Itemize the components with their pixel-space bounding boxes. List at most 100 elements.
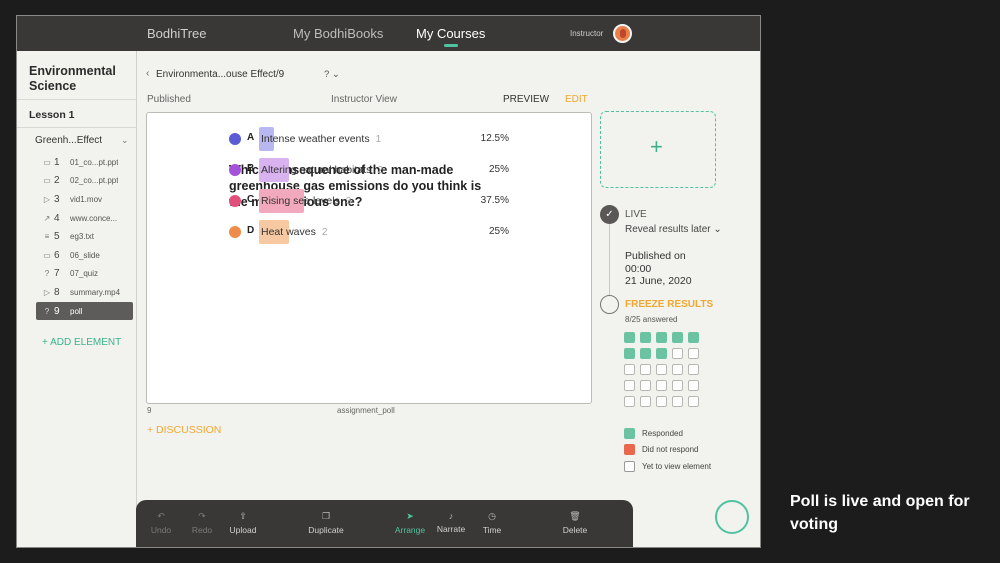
freeze-circle-icon[interactable] xyxy=(600,295,619,314)
option-result-bar xyxy=(259,189,304,213)
divider xyxy=(17,127,137,128)
delete-icon: 🗑 xyxy=(569,511,581,521)
element-index: 2 xyxy=(54,175,60,187)
duplicate-icon: ❐ xyxy=(321,511,331,521)
response-cell xyxy=(688,380,699,391)
upload-button[interactable]: ⇧ Upload xyxy=(218,511,268,535)
narrate-icon: ♪ xyxy=(448,511,454,521)
legend-not-responded: Did not respond xyxy=(624,444,698,455)
slides-icon: ▭ xyxy=(43,176,51,186)
element-number: 9 xyxy=(147,406,152,415)
element-name: eg3.txt xyxy=(70,232,95,242)
element-name: 01_co...pt.ppt xyxy=(70,157,119,167)
option-text: Rising sea levels 3 xyxy=(261,195,351,207)
nav-my-courses[interactable]: My Courses xyxy=(416,26,486,41)
element-name: 02_co...pt.ppt xyxy=(70,176,119,186)
back-chevron-icon[interactable]: ‹ xyxy=(146,68,150,79)
brand-logo[interactable]: BodhiTree xyxy=(147,26,207,41)
response-cell xyxy=(624,348,635,359)
element-list-item[interactable]: ? 7 07_quiz xyxy=(36,265,133,284)
response-cell xyxy=(640,380,651,391)
response-cell xyxy=(640,348,651,359)
option-letter: A xyxy=(247,132,255,143)
reveal-results-dropdown[interactable]: Reveal results later ⌄ xyxy=(625,224,722,235)
freeze-results-button[interactable]: FREEZE RESULTS xyxy=(625,299,714,310)
element-index: 1 xyxy=(54,156,60,168)
module-selector[interactable]: Greenh...Effect xyxy=(35,135,103,146)
element-list-item[interactable]: ▭ 2 02_co...pt.ppt xyxy=(36,172,133,191)
floating-action-button[interactable] xyxy=(715,500,749,534)
preview-button[interactable]: PREVIEW xyxy=(503,94,550,105)
undo-icon: ↶ xyxy=(157,511,165,521)
course-title: Environmental Science xyxy=(29,64,116,93)
option-percent: 37.5% xyxy=(480,195,509,206)
option-text: Heat waves 2 xyxy=(261,226,327,238)
element-list: ▭ 1 01_co...pt.ppt ▭ 2 02_co...pt.ppt ▷ 3 vid1.m… xyxy=(36,153,133,321)
help-dropdown[interactable]: ? ⌄ xyxy=(324,69,340,80)
nav-my-bodhibooks[interactable]: My BodhiBooks xyxy=(293,26,384,41)
legend-responded: Responded xyxy=(624,428,683,439)
option-count: 3 xyxy=(345,196,352,207)
view-mode-label: Instructor View xyxy=(331,94,397,105)
response-cell xyxy=(656,380,667,391)
element-name: summary.mp4 xyxy=(70,287,121,297)
option-result-bar xyxy=(259,158,289,182)
element-name: poll xyxy=(70,306,83,316)
check-icon: ✓ xyxy=(600,205,619,224)
element-index: 4 xyxy=(54,212,60,224)
option-result-bar xyxy=(259,127,274,151)
element-index: 8 xyxy=(54,286,60,298)
element-list-item[interactable]: ? 9 poll xyxy=(36,301,133,321)
published-info: Published on 00:00 21 June, 2020 xyxy=(625,250,735,288)
poll-option: C Rising sea levels 3 37.5% xyxy=(229,189,509,213)
legend-swatch xyxy=(624,444,635,455)
element-index: 3 xyxy=(54,193,60,205)
option-color-dot xyxy=(229,133,241,145)
edit-button[interactable]: EDIT xyxy=(565,94,588,105)
avatar[interactable] xyxy=(613,24,632,43)
add-content-slot[interactable]: + xyxy=(600,111,716,188)
response-cell xyxy=(624,380,635,391)
undo-label: Undo xyxy=(150,525,172,535)
option-text: Intense weather events 1 xyxy=(261,133,381,145)
response-cell xyxy=(672,396,683,407)
option-count: 2 xyxy=(321,227,328,238)
time-button[interactable]: ◷ Time xyxy=(467,511,517,535)
response-cell xyxy=(672,380,683,391)
element-list-item[interactable]: ≡ 5 eg3.txt xyxy=(36,227,133,246)
poll-option: D Heat waves 2 25% xyxy=(229,220,509,244)
option-color-dot xyxy=(229,195,241,207)
timeline-line xyxy=(609,223,610,303)
option-color-dot xyxy=(229,226,241,238)
add-element-button[interactable]: + ADD ELEMENT xyxy=(42,337,122,348)
legend-label: Yet to view element xyxy=(642,462,712,471)
duplicate-button[interactable]: ❐ Duplicate xyxy=(301,511,351,535)
legend-swatch xyxy=(624,428,635,439)
nav-active-indicator xyxy=(444,44,458,47)
redo-button[interactable]: ↷ Redo xyxy=(177,511,227,535)
option-letter: C xyxy=(247,194,255,205)
response-cell xyxy=(656,364,667,375)
element-name: vid1.mov xyxy=(70,194,103,204)
element-list-item[interactable]: ↗ 4 www.conce... xyxy=(36,209,133,228)
app-window: BodhiTree My BodhiBooks My Courses Instr… xyxy=(16,15,761,548)
element-list-item[interactable]: ▷ 3 vid1.mov xyxy=(36,190,133,209)
option-percent: 25% xyxy=(488,164,509,175)
element-list-item[interactable]: ▷ 8 summary.mp4 xyxy=(36,283,133,302)
narrate-button[interactable]: ♪ Narrate xyxy=(426,511,476,534)
upload-label: Upload xyxy=(229,525,257,535)
time-icon: ◷ xyxy=(488,511,496,521)
element-list-item[interactable]: ▭ 6 06_slide xyxy=(36,246,133,265)
delete-button[interactable]: 🗑 Delete xyxy=(550,511,600,535)
lesson-title[interactable]: Lesson 1 xyxy=(29,109,75,121)
add-discussion-button[interactable]: + DISCUSSION xyxy=(147,424,222,436)
breadcrumb[interactable]: Environmenta...ouse Effect/9 xyxy=(156,69,285,80)
undo-button[interactable]: ↶ Undo xyxy=(136,511,186,535)
element-name: www.conce... xyxy=(70,213,118,223)
element-list-item[interactable]: ▭ 1 01_co...pt.ppt xyxy=(36,153,133,172)
arrange-button[interactable]: ➤ Arrange xyxy=(385,511,435,535)
response-cell xyxy=(672,364,683,375)
chevron-down-icon[interactable]: ⌄ xyxy=(121,135,129,145)
option-color-dot xyxy=(229,164,241,176)
slides-icon: ▭ xyxy=(43,250,51,260)
